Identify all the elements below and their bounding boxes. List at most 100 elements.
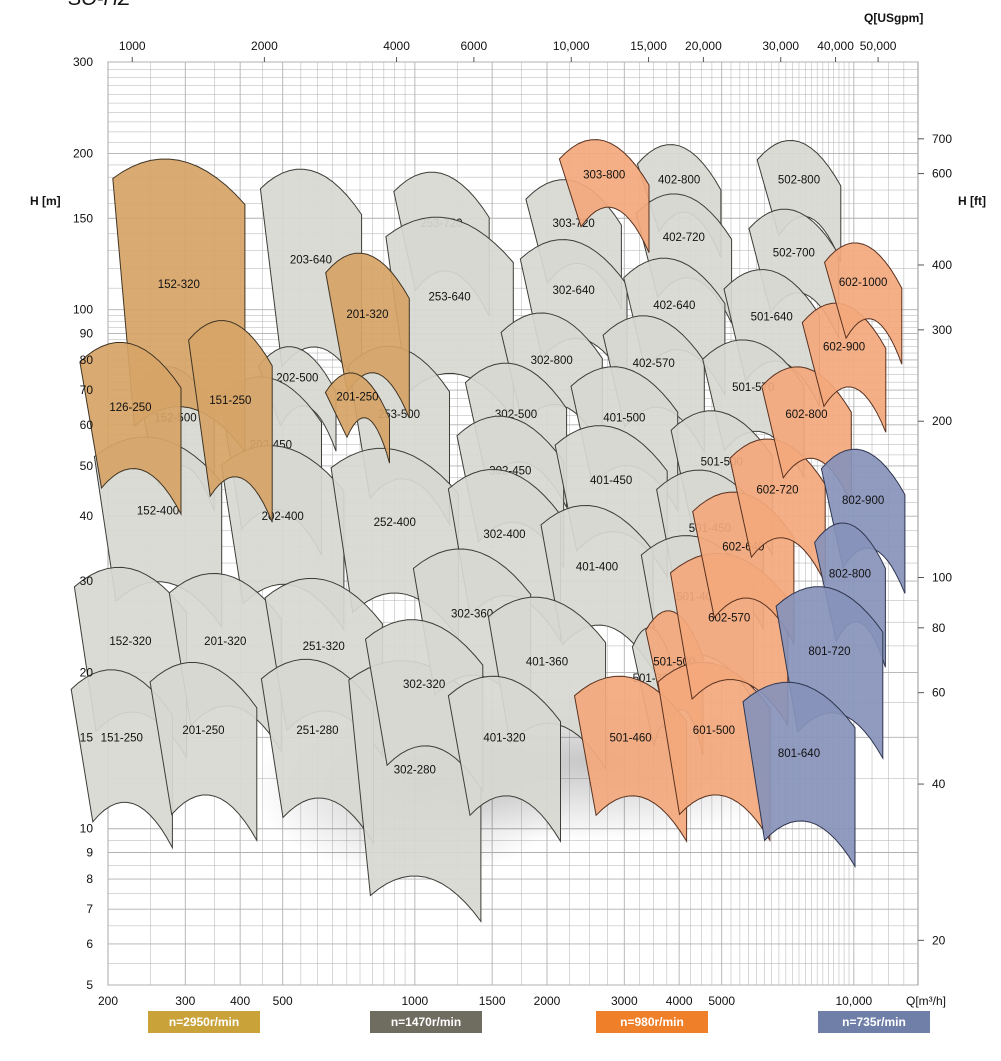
region-label: 401-360 xyxy=(526,656,568,668)
x-tick-label: 3000 xyxy=(611,994,638,1008)
region-label: 602-800 xyxy=(785,409,827,421)
region-label: 402-640 xyxy=(653,300,695,312)
region-label: 126-250 xyxy=(109,402,151,414)
x-axis-label: Q[m³/h] xyxy=(906,994,946,1008)
y-tick-label: 8 xyxy=(86,872,93,886)
y-tick-label: 5 xyxy=(86,978,93,992)
y2-tick-label: 80 xyxy=(932,621,946,635)
y-axis-label: H [m] xyxy=(30,194,61,208)
region-label: 402-800 xyxy=(658,175,700,187)
region-label: 251-280 xyxy=(296,725,338,737)
region-label: 502-700 xyxy=(773,247,815,259)
region-label: 302-360 xyxy=(451,608,493,620)
region-label: 302-280 xyxy=(394,765,436,777)
region-label: 801-720 xyxy=(808,646,850,658)
y-tick-label: 10 xyxy=(80,822,94,836)
x2-tick-label: 1000 xyxy=(119,39,146,53)
legend-item: n=2950r/min xyxy=(148,1011,260,1033)
y2-tick-label: 40 xyxy=(932,777,946,791)
region-label: 201-250 xyxy=(182,725,224,737)
y2-tick-label: 60 xyxy=(932,686,946,700)
x2-tick-label: 40,000 xyxy=(817,39,854,53)
y-tick-label: 50 xyxy=(80,459,94,473)
region-label: 402-570 xyxy=(633,358,675,370)
region-label: 151-250 xyxy=(101,732,143,744)
legend-item: n=735r/min xyxy=(818,1011,930,1033)
x-tick-label: 400 xyxy=(230,994,250,1008)
region-label: 601-500 xyxy=(693,725,735,737)
y-tick-label: 150 xyxy=(73,211,93,225)
x2-tick-label: 2000 xyxy=(251,39,278,53)
y2-tick-label: 300 xyxy=(932,323,952,337)
region-602-1000-980 xyxy=(823,242,903,365)
y-tick-label: 100 xyxy=(73,303,93,317)
y-tick-label: 7 xyxy=(86,902,93,916)
x2-tick-label: 50,000 xyxy=(860,39,897,53)
x2-tick-label: 20,000 xyxy=(685,39,722,53)
y-tick-label: 6 xyxy=(86,937,93,951)
region-201-250-2950 xyxy=(324,372,390,464)
region-602-900-980 xyxy=(801,302,887,433)
region-label: 252-400 xyxy=(374,517,416,529)
x2-tick-label: 10,000 xyxy=(553,39,590,53)
region-label: 401-500 xyxy=(603,412,645,424)
region-label: 201-320 xyxy=(204,636,246,648)
region-801-640-735 xyxy=(742,681,856,869)
x2-tick-label: 4000 xyxy=(383,39,410,53)
region-label: 401-400 xyxy=(576,562,618,574)
region-label: 302-640 xyxy=(553,285,595,297)
region-126-250-2950 xyxy=(79,342,182,516)
y2-tick-label: 600 xyxy=(932,167,952,181)
axes: 200 300 400 500 1000 1500 2000 3000 4000 5000 10,0… xyxy=(73,39,952,1008)
region-label: 152-400 xyxy=(137,506,179,518)
region-label: 602-1000 xyxy=(839,277,888,289)
y-tick-label: 9 xyxy=(86,845,93,859)
y-tick-label: 60 xyxy=(80,418,94,432)
region-label: 152-320 xyxy=(109,636,151,648)
chart-title: SO-HZ xyxy=(68,0,131,10)
region-label: 602-720 xyxy=(756,485,798,497)
region-201-250-1470 xyxy=(149,662,258,843)
regions: 203-640202-500152-500202-450152-400202-4… xyxy=(70,139,906,923)
y-tick-label: 15 xyxy=(80,730,94,744)
legend-item: n=1470r/min xyxy=(370,1011,482,1033)
region-label: 152-320 xyxy=(158,279,200,291)
y-tick-label: 40 xyxy=(80,509,94,523)
region-label: 501-460 xyxy=(609,732,651,744)
region-label: 402-720 xyxy=(663,232,705,244)
region-label: 251-320 xyxy=(303,641,345,653)
region-label: 151-250 xyxy=(209,395,251,407)
region-label: 202-500 xyxy=(276,373,318,385)
y2-tick-label: 100 xyxy=(932,571,952,585)
x2-tick-label: 6000 xyxy=(461,39,488,53)
x-tick-label: 300 xyxy=(175,994,195,1008)
y-tick-label: 300 xyxy=(73,55,93,69)
region-151-250-2950 xyxy=(188,320,273,523)
y2-tick-label: 20 xyxy=(932,933,946,947)
y-tick-label: 90 xyxy=(80,326,94,340)
region-501-460-980 xyxy=(573,675,688,844)
region-label: 602-900 xyxy=(823,341,865,353)
region-label: 201-320 xyxy=(346,309,388,321)
x-tick-label: 2000 xyxy=(534,994,561,1008)
region-label: 802-800 xyxy=(829,569,871,581)
region-label: 602-570 xyxy=(708,613,750,625)
x-tick-label: 10,000 xyxy=(835,994,872,1008)
x-tick-label: 4000 xyxy=(666,994,693,1008)
x2-tick-label: 15,000 xyxy=(630,39,667,53)
region-401-320-1470 xyxy=(447,675,561,844)
region-303-800-980 xyxy=(558,139,650,253)
region-label: 302-800 xyxy=(531,355,573,367)
region-label: 401-320 xyxy=(483,732,525,744)
x-tick-label: 1000 xyxy=(401,994,428,1008)
legend-item: n=980r/min xyxy=(596,1011,708,1033)
region-label: 502-800 xyxy=(778,175,820,187)
region-label: 801-640 xyxy=(778,748,820,760)
region-label: 302-400 xyxy=(483,529,525,541)
x-tick-label: 500 xyxy=(273,994,293,1008)
region-label: 401-450 xyxy=(590,475,632,487)
region-label: 303-720 xyxy=(553,218,595,230)
region-label: 802-900 xyxy=(842,495,884,507)
y-tick-label: 70 xyxy=(80,383,94,397)
y2-tick-label: 400 xyxy=(932,258,952,272)
